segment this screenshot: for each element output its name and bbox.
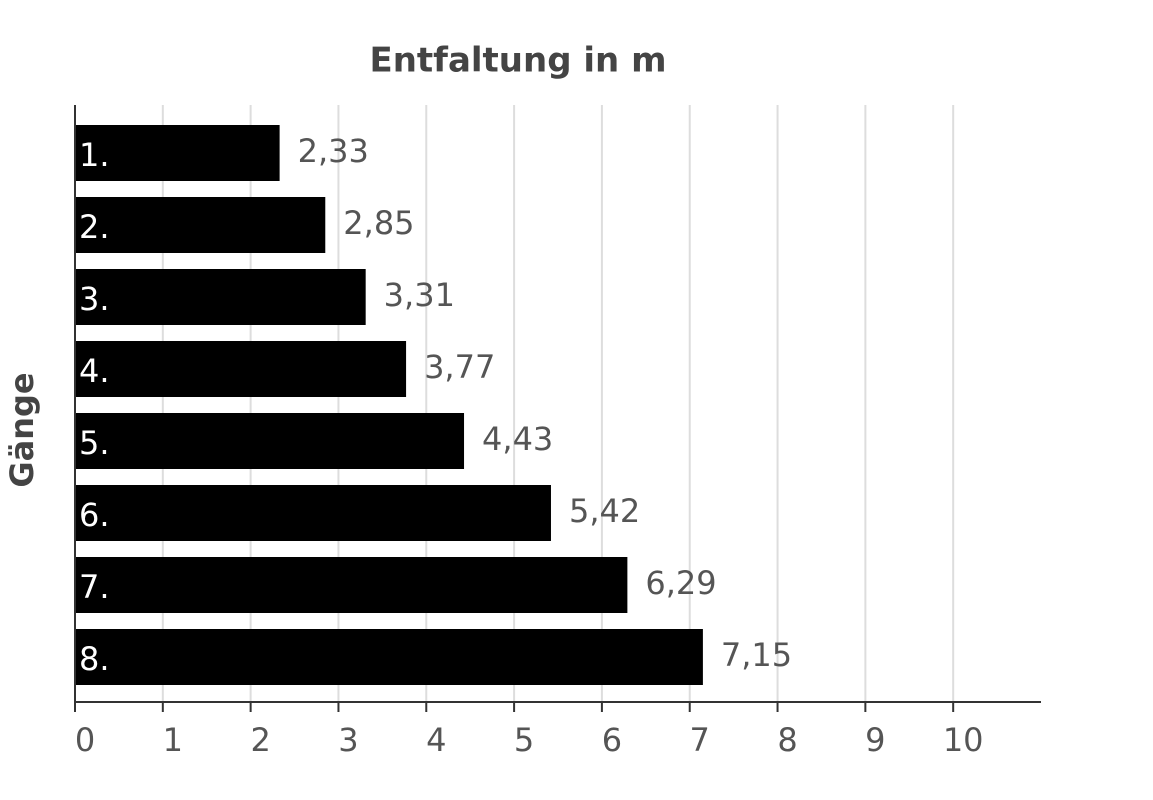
y-axis-label: Gänge [3,372,41,487]
x-tick-label: 0 [75,721,95,759]
bar [75,341,407,397]
value-label: 5,42 [569,492,640,530]
bar [75,197,326,253]
value-label: 4,43 [482,420,553,458]
bar [75,125,280,181]
value-label: 3,31 [384,276,455,314]
x-tick-label: 10 [943,721,984,759]
value-label: 6,29 [645,564,716,602]
x-tick-label: 6 [602,721,622,759]
bar [75,485,551,541]
x-tick-label: 8 [777,721,797,759]
bar [75,557,628,613]
value-label: 7,15 [721,636,792,674]
x-tick-label: 4 [426,721,446,759]
x-tick-label: 7 [690,721,710,759]
x-tick-label: 5 [514,721,534,759]
category-label: 8. [79,640,110,678]
chart-title: Entfaltung in m [369,41,666,81]
bar [75,629,703,685]
category-label: 4. [79,352,110,390]
category-label: 5. [79,424,110,462]
x-tick-label: 9 [865,721,885,759]
x-tick-label: 3 [338,721,358,759]
category-label: 1. [79,136,110,174]
bar [75,413,465,469]
value-label: 2,33 [298,132,369,170]
category-label: 7. [79,568,110,606]
bar [75,269,366,325]
category-label: 6. [79,496,110,534]
x-tick-label: 2 [250,721,270,759]
category-label: 3. [79,280,110,318]
value-label: 3,77 [424,348,495,386]
category-label: 2. [79,208,110,246]
x-tick-label: 1 [163,721,183,759]
value-label: 2,85 [343,204,414,242]
